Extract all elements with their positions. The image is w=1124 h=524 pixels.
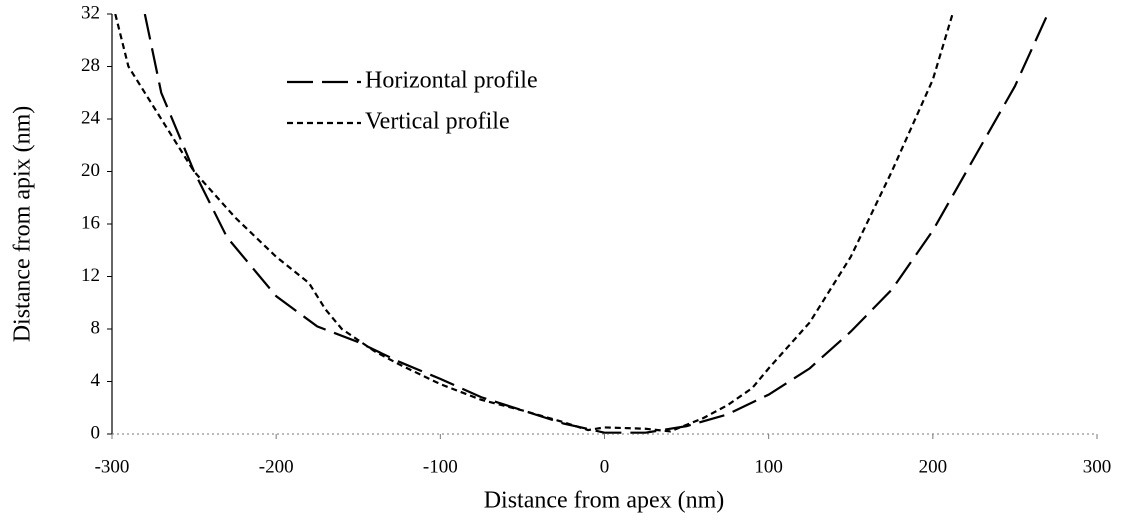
- legend-label: Horizontal profile: [365, 68, 538, 94]
- y-tick-label: 32: [81, 2, 100, 23]
- plot-area: [114, 14, 1049, 434]
- y-tick-label: 20: [81, 160, 100, 181]
- x-tick-label: -100: [423, 456, 458, 477]
- x-tick-label: -200: [259, 456, 294, 477]
- y-tick-label: 0: [91, 422, 101, 443]
- legend-label: Vertical profile: [365, 109, 510, 135]
- x-tick-label: -300: [95, 456, 130, 477]
- y-tick-label: 28: [81, 55, 100, 76]
- line-series: [143, 14, 1049, 434]
- x-tick-label: 200: [919, 456, 948, 477]
- y-tick-label: 12: [81, 265, 100, 286]
- y-tick-label: 24: [81, 107, 101, 128]
- y-tick-label: 4: [91, 370, 101, 391]
- y-tick-label: 16: [81, 212, 100, 233]
- line-series: [114, 14, 954, 433]
- x-axis-label: Distance from apex (nm): [484, 488, 725, 514]
- x-tick-label: 100: [754, 456, 783, 477]
- x-tick-label: 0: [600, 456, 610, 477]
- x-tick-label: 300: [1083, 456, 1112, 477]
- y-tick-label: 8: [91, 317, 101, 338]
- y-axis-label: Distance from apix (nm): [10, 106, 36, 343]
